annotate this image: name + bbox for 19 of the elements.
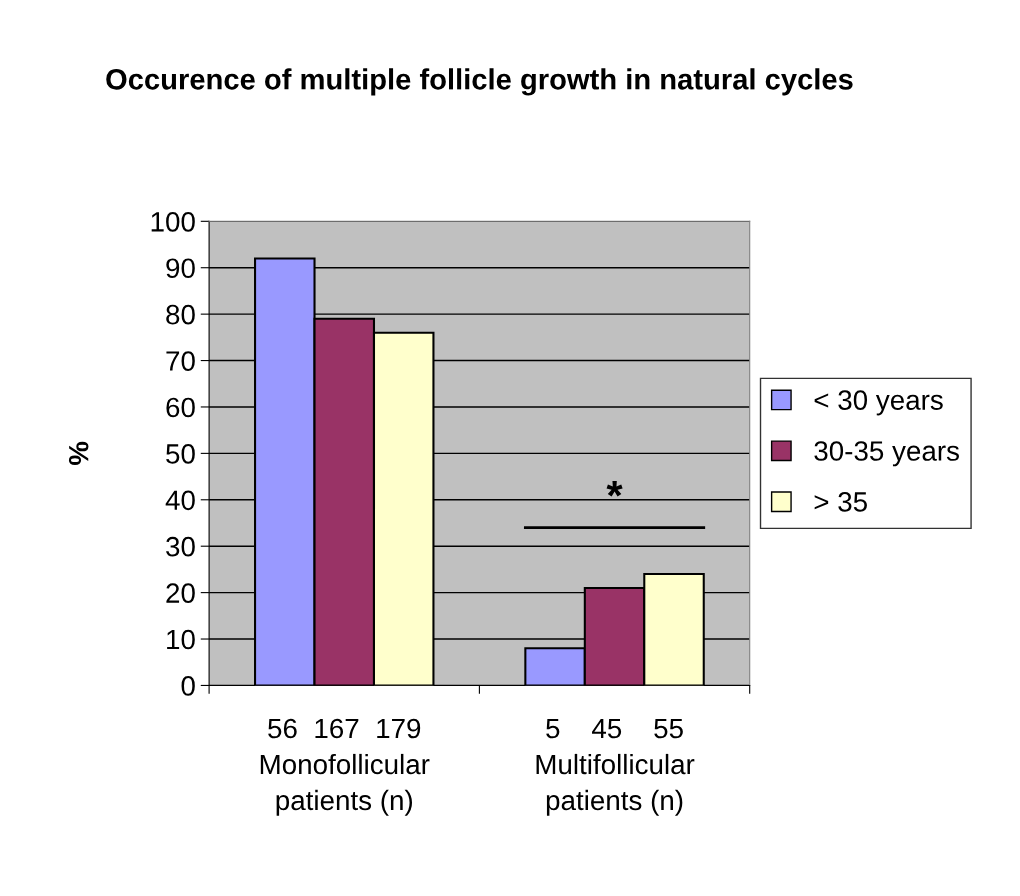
y-tick-label: 90 <box>166 258 195 279</box>
y-tick-label: 40 <box>165 490 195 511</box>
y-tick-label: 50 <box>166 444 195 464</box>
y-axis-title: % <box>68 441 89 466</box>
legend-label: 30-35 years <box>814 441 959 467</box>
x-tick-label: 5 45 55 Multifollicular patients (n) <box>536 718 695 816</box>
legend-label: < 30 years <box>814 390 943 416</box>
chart-title: Occurence of multiple follicle growth in natural cycles <box>106 68 853 96</box>
annotation: * <box>606 481 623 497</box>
y-tick-label: 80 <box>166 304 195 325</box>
legend-label: > 35 <box>814 492 867 512</box>
y-tick-label: 0 <box>181 676 195 696</box>
y-tick-label: 60 <box>166 397 195 418</box>
y-tick-label: 100 <box>151 211 195 232</box>
x-tick-label: 56 167 179 Monofollicular patients (n) <box>260 718 430 816</box>
y-tick-label: 70 <box>166 351 195 371</box>
y-tick-label: 30 <box>166 536 195 557</box>
y-tick-label: 20 <box>166 583 195 603</box>
y-tick-label: 10 <box>167 629 195 650</box>
